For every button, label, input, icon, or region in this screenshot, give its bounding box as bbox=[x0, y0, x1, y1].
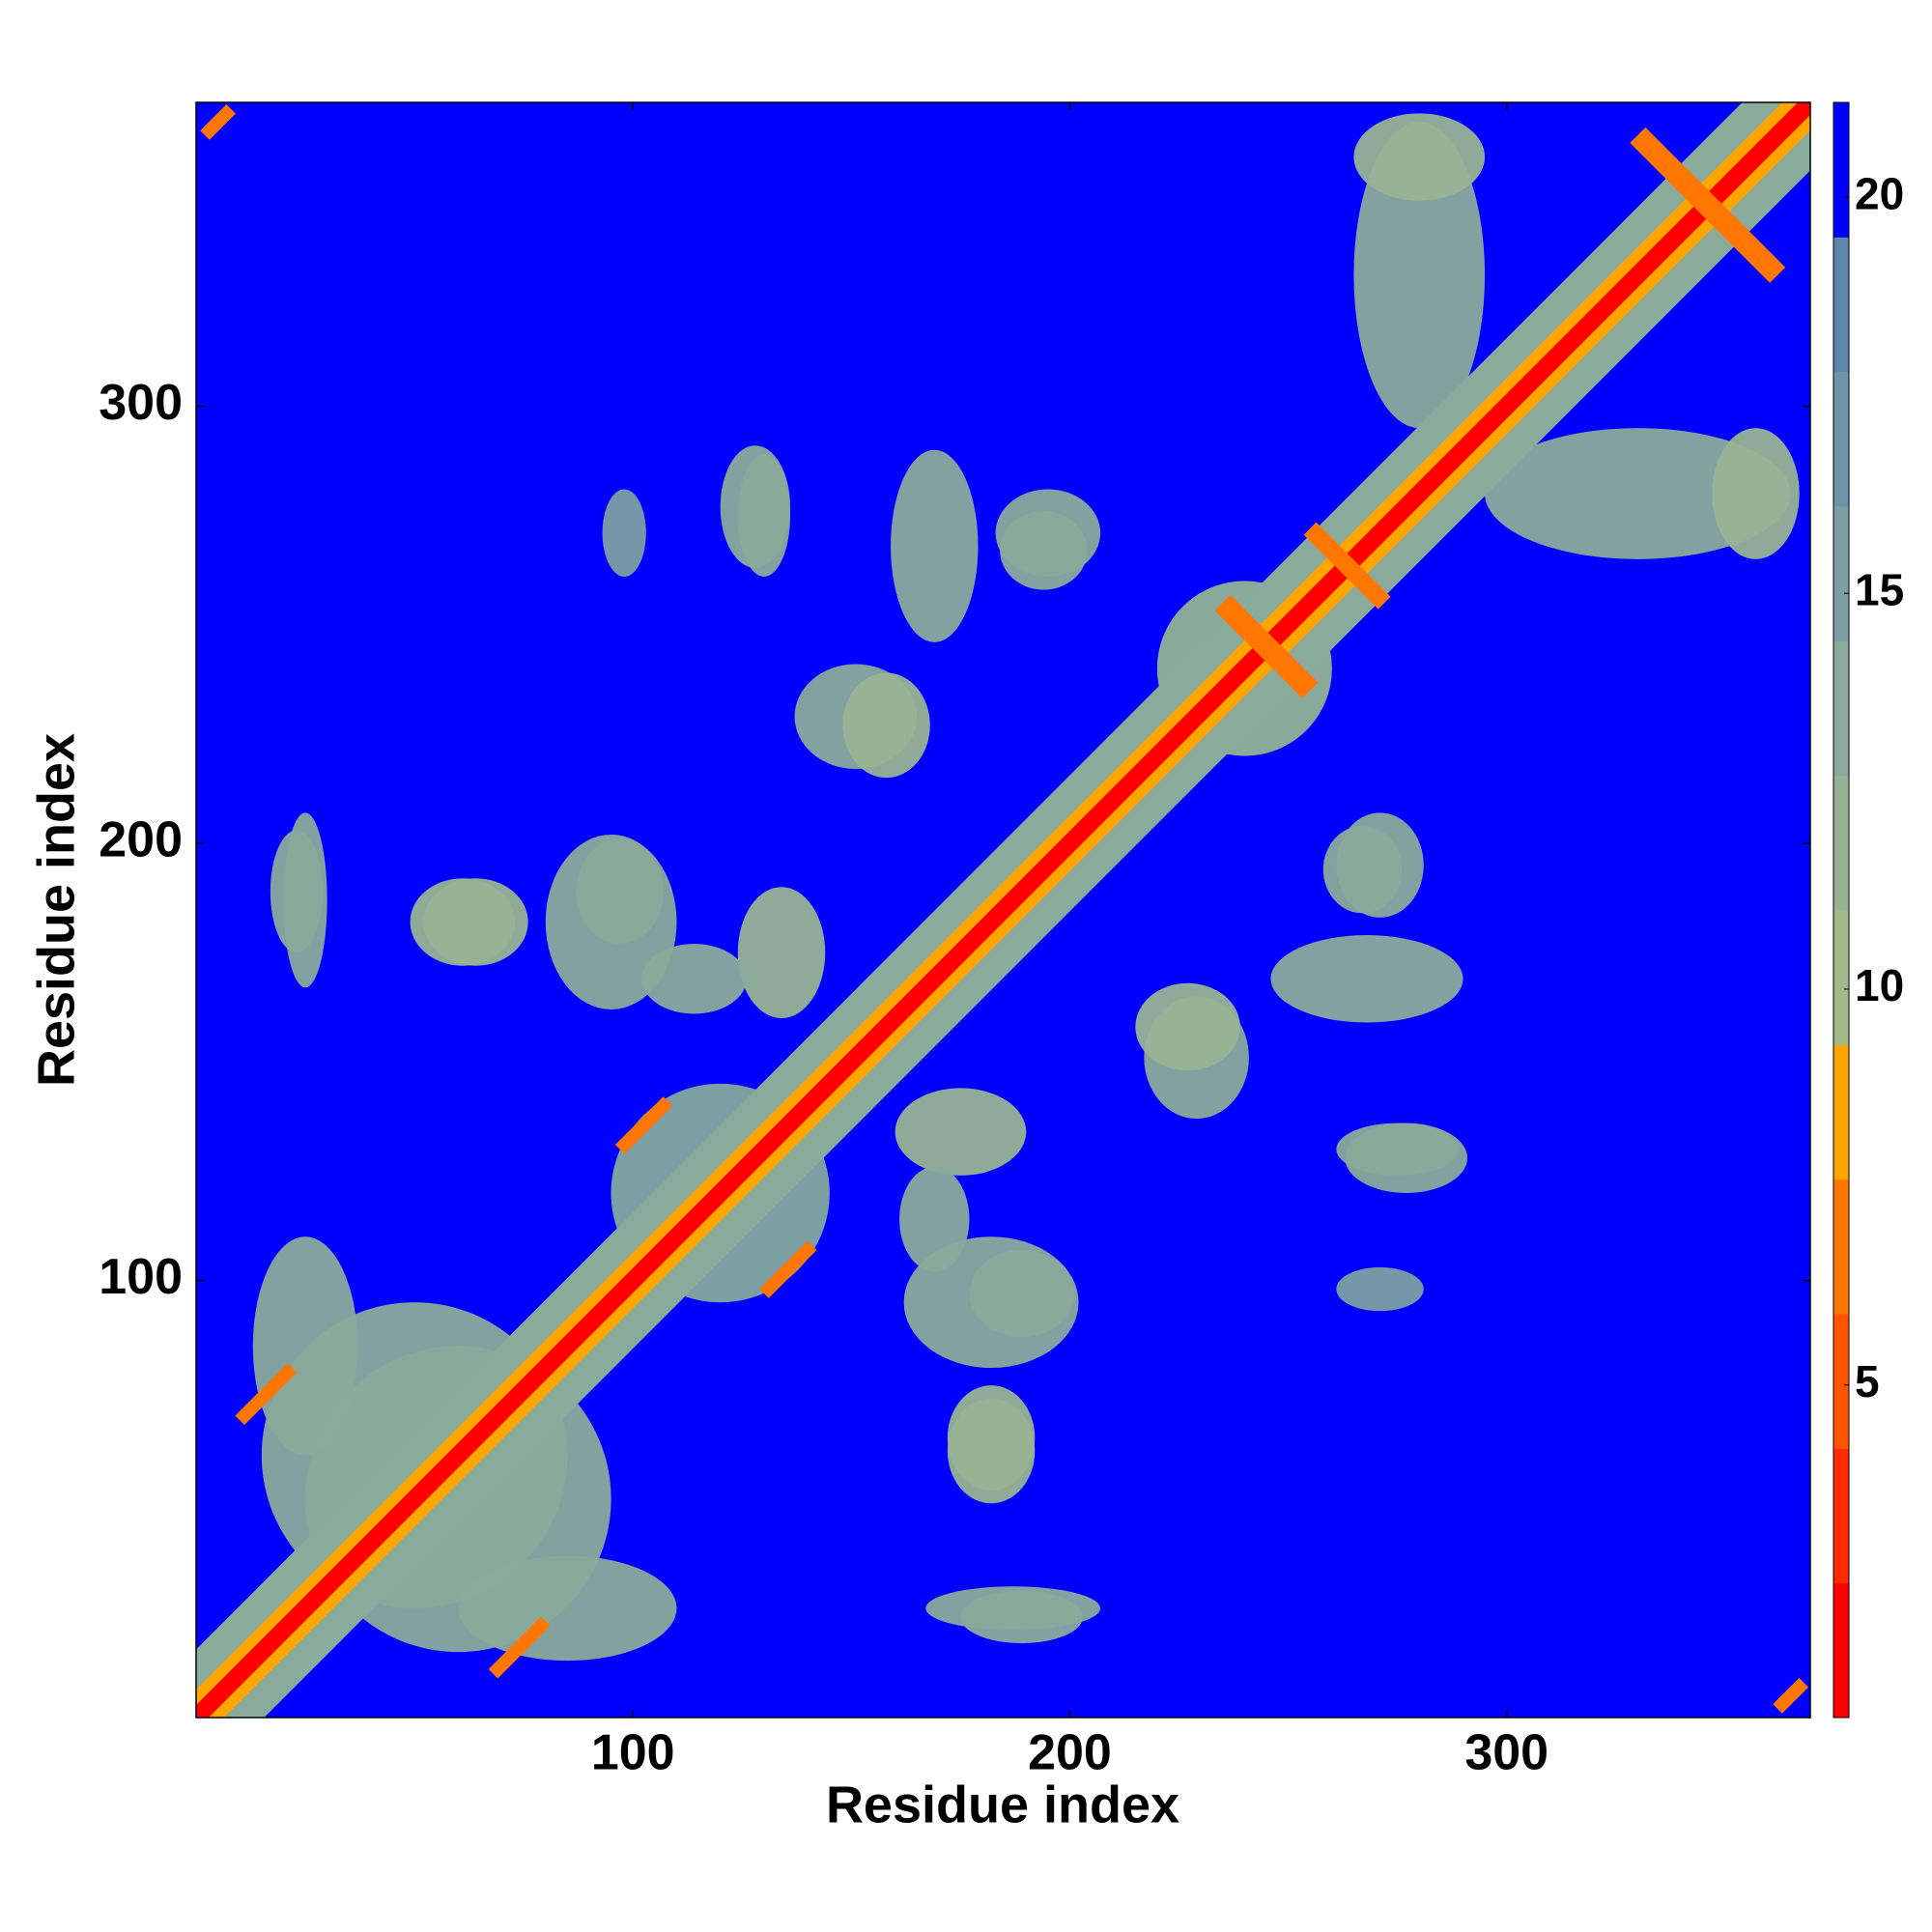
colorbar-segment bbox=[1833, 640, 1849, 777]
colorbar-tick-label: 10 bbox=[1855, 960, 1904, 1010]
colorbar-segment bbox=[1833, 237, 1849, 373]
contact-patch bbox=[602, 489, 646, 577]
contact-patch bbox=[1336, 1266, 1424, 1312]
colorbar-segment bbox=[1833, 1448, 1849, 1584]
contact-band bbox=[1630, 127, 1786, 283]
contact-patch bbox=[1336, 1122, 1459, 1176]
contact-patch bbox=[283, 812, 327, 988]
colorbar-segment bbox=[1833, 775, 1849, 911]
contact-patch bbox=[252, 1236, 358, 1456]
y-axis-label: Residue index bbox=[27, 733, 85, 1087]
colorbar-segment bbox=[1833, 1314, 1849, 1449]
contact-patch bbox=[903, 1236, 1079, 1368]
colorbar-segment bbox=[1833, 506, 1849, 641]
contact-band bbox=[200, 103, 236, 140]
colorbar-tick-label: 15 bbox=[1855, 564, 1904, 614]
contact-patch bbox=[458, 1555, 677, 1662]
contact-patch bbox=[1485, 428, 1791, 559]
contact-band bbox=[614, 1096, 673, 1154]
colorbar-segment bbox=[1833, 102, 1849, 238]
contact-patch bbox=[925, 1586, 1101, 1631]
contact-band bbox=[488, 1616, 551, 1679]
contact-patch bbox=[891, 449, 979, 642]
contact-patch bbox=[1353, 113, 1486, 201]
contact-patch bbox=[737, 454, 791, 577]
colorbar-segment bbox=[1833, 1044, 1849, 1180]
contact-patch bbox=[947, 1385, 1036, 1491]
x-axis-label: Residue index bbox=[826, 1776, 1179, 1833]
contact-band bbox=[759, 1240, 817, 1298]
colorbar-segment bbox=[1833, 910, 1849, 1045]
y-tick-label: 300 bbox=[99, 375, 183, 431]
contact-patch bbox=[842, 672, 930, 779]
contact-band bbox=[196, 102, 1810, 1718]
x-tick-label: 200 bbox=[1028, 1725, 1112, 1781]
contact-band bbox=[1214, 595, 1319, 698]
contact-patch bbox=[545, 834, 677, 1009]
colorbar-segment bbox=[1833, 371, 1849, 507]
contact-patch bbox=[737, 887, 826, 1018]
contact-band bbox=[1303, 522, 1391, 610]
contact-patch bbox=[1712, 428, 1800, 559]
colorbar-segment bbox=[1833, 1179, 1849, 1315]
heatmap bbox=[196, 102, 1810, 1718]
contact-patch bbox=[1000, 511, 1088, 590]
contact-patch bbox=[1353, 122, 1486, 429]
y-tick-label: 100 bbox=[99, 1249, 183, 1305]
x-tick-label: 300 bbox=[1464, 1725, 1548, 1781]
contact-band bbox=[235, 1363, 298, 1426]
contact-band bbox=[1773, 1678, 1809, 1714]
contact-patch bbox=[1135, 982, 1240, 1071]
colorbar-tick-label: 5 bbox=[1855, 1356, 1880, 1406]
x-tick-label: 100 bbox=[591, 1725, 675, 1781]
y-tick-label: 200 bbox=[99, 812, 183, 868]
colorbar-frame bbox=[1833, 101, 1850, 1719]
contact-patch bbox=[423, 878, 528, 966]
plot-frame bbox=[195, 101, 1811, 1719]
contact-patch bbox=[1270, 935, 1463, 1023]
contact-patch bbox=[1322, 825, 1403, 914]
contact-patch bbox=[895, 1088, 1027, 1176]
colorbar-segment bbox=[1833, 1582, 1849, 1719]
colorbar-tick-label: 20 bbox=[1855, 169, 1904, 219]
